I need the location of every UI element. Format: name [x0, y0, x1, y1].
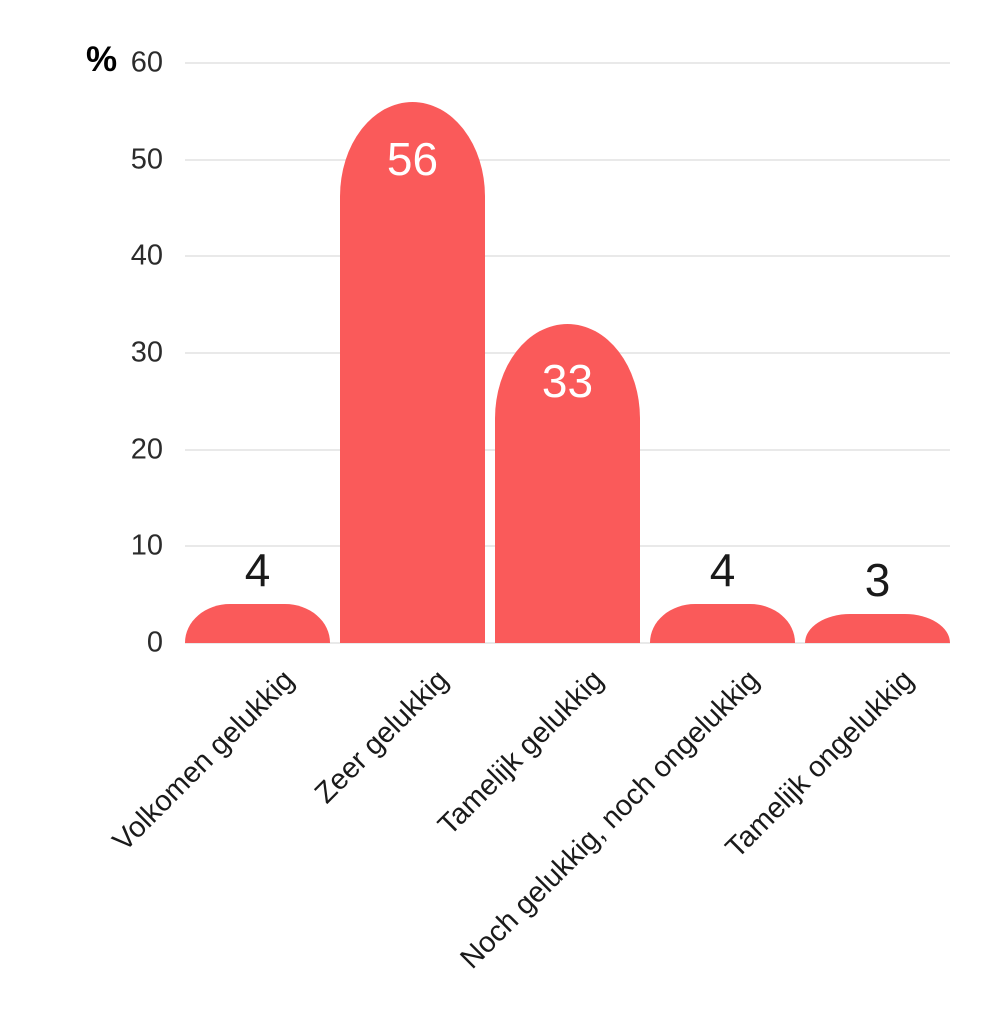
- bar-value-label: 4: [709, 544, 736, 597]
- y-tick-label: 60: [130, 46, 163, 79]
- bar-value-label: 4: [244, 544, 271, 597]
- y-tick-label: 20: [130, 433, 163, 466]
- gridline: [185, 642, 950, 644]
- x-axis-label: Volkomen gelukkig: [106, 664, 301, 858]
- gridline: [185, 158, 950, 161]
- bar-5: [805, 614, 950, 643]
- y-tick-label: 50: [130, 143, 163, 176]
- bar-value-label: 3: [864, 554, 891, 606]
- bar-4: [650, 604, 795, 643]
- x-axis-label: Zeer gelukkig: [309, 664, 456, 810]
- y-tick-label: 30: [130, 336, 163, 369]
- bar-1: [185, 604, 330, 643]
- bar-2: [340, 101, 485, 643]
- x-axis-label: Tamelijk gelukkig: [432, 664, 611, 842]
- gridline: [185, 255, 950, 258]
- y-tick-label: 0: [146, 626, 163, 659]
- y-tick-label: 10: [130, 529, 163, 562]
- x-axis-label: Noch gelukkig, noch ongelukkig: [454, 664, 766, 976]
- bar-value-label: 33: [541, 355, 594, 407]
- bar-value-label: 56: [386, 132, 439, 185]
- bar-3: [495, 324, 640, 643]
- y-axis-unit-label: %: [86, 40, 118, 79]
- y-tick-label: 40: [130, 239, 163, 272]
- gridline: [185, 62, 950, 64]
